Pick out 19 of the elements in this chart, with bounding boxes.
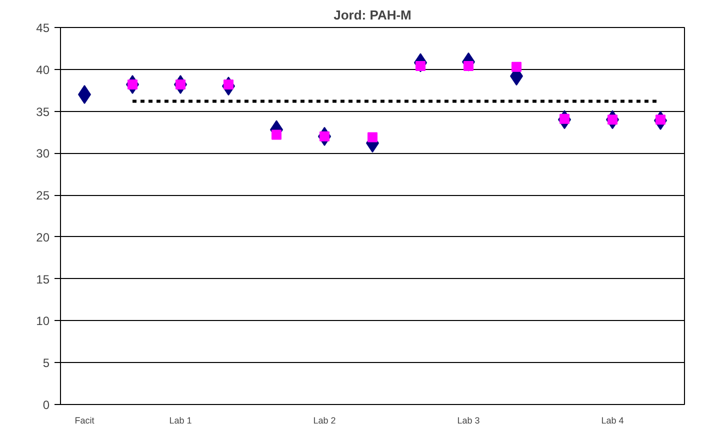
y-tick-label: 35 [36,104,50,119]
chart-title: Jord: PAH-M [334,8,412,22]
y-tick-label: 25 [36,188,50,203]
y-tick-label: 15 [36,272,50,286]
point [272,130,282,140]
point [368,132,378,142]
x-tick-label: Lab 3 [457,416,480,426]
y-tick-label: 20 [36,230,50,244]
x-tick-label: Lab 1 [169,416,192,426]
y-tick-label: 10 [36,314,50,328]
point [512,62,522,72]
y-tick-label: 40 [36,62,50,77]
y-tick-label: 45 [36,21,50,35]
x-tick-label: Facit [74,416,95,426]
x-tick-label: Lab 4 [601,416,624,426]
x-tick-label: Lab 2 [313,416,336,426]
y-tick-label: 30 [36,146,50,161]
y-tick-label: 5 [42,356,50,370]
y-tick-label: 0 [42,398,50,412]
